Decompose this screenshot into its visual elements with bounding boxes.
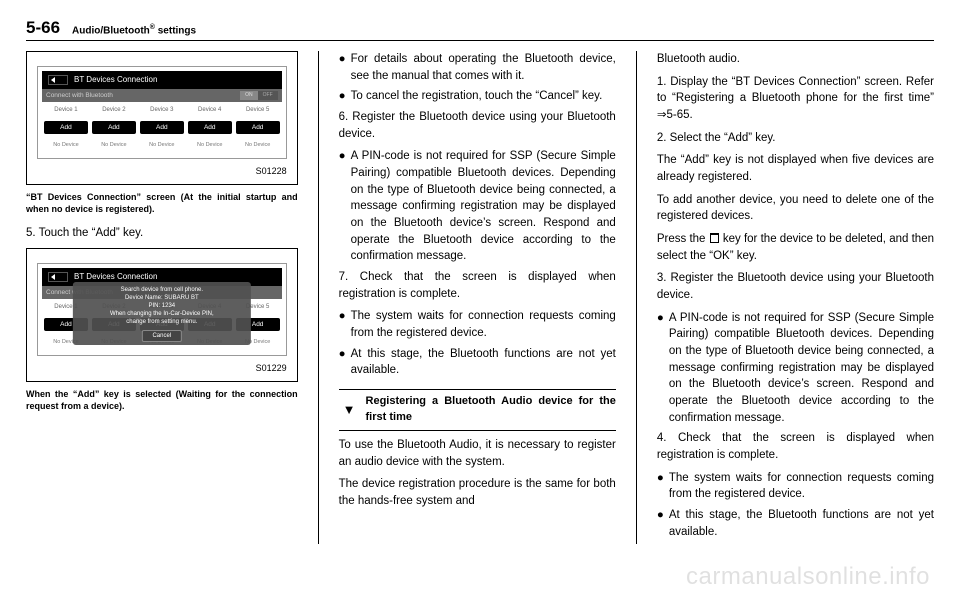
step-1: 1. Display the “BT Devices Connection” s… xyxy=(657,74,934,124)
bt-subheader: Connect with Bluetooth ON OFF xyxy=(42,89,282,102)
paragraph: The device registration procedure is the… xyxy=(339,476,616,509)
add-button: Add xyxy=(92,121,136,134)
paragraph: The “Add” key is not displayed when five… xyxy=(657,152,934,185)
figure-1: BT Devices Connection Connect with Bluet… xyxy=(26,51,298,185)
add-button: Add xyxy=(140,121,184,134)
bullet: ●To cancel the registration, touch the “… xyxy=(339,88,616,105)
column-2: ●For details about operating the Blue­to… xyxy=(339,51,616,544)
section-title: Audio/Bluetooth® settings xyxy=(72,24,196,36)
column-3: Bluetooth audio. 1. Display the “BT Devi… xyxy=(657,51,934,544)
add-buttons: Add Add Add Add Add xyxy=(42,119,282,136)
back-icon xyxy=(48,272,68,282)
figure-2-caption: When the “Add” key is selected (Waiting … xyxy=(26,388,298,412)
bt-title: BT Devices Connection xyxy=(74,74,157,86)
bullet: ●A PIN-code is not required for SSP (Sec… xyxy=(339,148,616,265)
step-2: 2. Select the “Add” key. xyxy=(657,130,934,147)
subheading: ▼ Registering a Bluetooth Audio de­vice … xyxy=(339,389,616,431)
bullet: ●The system waits for connection request… xyxy=(339,308,616,341)
figure-1-id: S01228 xyxy=(37,165,287,178)
step-3: 3. Register the Bluetooth device using y… xyxy=(657,270,934,303)
step-4: 4. Check that the screen is displayed wh… xyxy=(657,430,934,463)
back-icon xyxy=(48,75,68,85)
trash-icon xyxy=(710,233,719,243)
cancel-button: Cancel xyxy=(141,330,182,342)
bullet: ●A PIN-code is not required for SSP (Sec… xyxy=(657,310,934,427)
figure-2: BT Devices Connection Connect with Bluet… xyxy=(26,248,298,382)
on-off-toggle: ON OFF xyxy=(240,91,278,100)
add-button: Add xyxy=(236,121,280,134)
page-header: 5-66 Audio/Bluetooth® settings xyxy=(26,18,934,41)
paragraph: To add another device, you need to delet… xyxy=(657,192,934,225)
figure-1-caption: “BT Devices Connection” screen (At the i… xyxy=(26,191,298,215)
watermark: carmanualsonline.info xyxy=(686,563,930,591)
add-button: Add xyxy=(44,121,88,134)
step-6: 6. Register the Bluetooth device using y… xyxy=(339,109,616,142)
column-divider xyxy=(636,51,637,544)
pairing-dialog: Search device from cell phone. Device Na… xyxy=(73,282,251,345)
device-labels: Device 1 Device 2 Device 3 Device 4 Devi… xyxy=(42,102,282,119)
paragraph: Bluetooth audio. xyxy=(657,51,934,68)
step-5: 5. Touch the “Add” key. xyxy=(26,225,298,242)
page-columns: BT Devices Connection Connect with Bluet… xyxy=(26,51,934,544)
paragraph: To use the Bluetooth Audio, it is necess… xyxy=(339,437,616,470)
bullet: ●The system waits for connection request… xyxy=(657,470,934,503)
arrow-down-icon: ▼ xyxy=(343,401,356,420)
paragraph: Press the key for the device to be delet… xyxy=(657,231,934,264)
bullet: ●At this stage, the Bluetooth func­tions… xyxy=(339,346,616,379)
figure-2-id: S01229 xyxy=(37,362,287,375)
bt-header: BT Devices Connection xyxy=(42,71,282,89)
page-number: 5-66 xyxy=(26,18,60,38)
figure-2-screen: BT Devices Connection Connect with Bluet… xyxy=(37,263,287,356)
figure-1-screen: BT Devices Connection Connect with Bluet… xyxy=(37,66,287,159)
bullet: ●At this stage, the Bluetooth func­tions… xyxy=(657,507,934,540)
bullet: ●For details about operating the Blue­to… xyxy=(339,51,616,84)
no-device-row: No Device No Device No Device No Device … xyxy=(42,136,282,154)
bt-title: BT Devices Connection xyxy=(74,271,157,283)
step-7: 7. Check that the screen is displayed wh… xyxy=(339,269,616,302)
add-button: Add xyxy=(188,121,232,134)
column-divider xyxy=(318,51,319,544)
column-1: BT Devices Connection Connect with Bluet… xyxy=(26,51,298,544)
